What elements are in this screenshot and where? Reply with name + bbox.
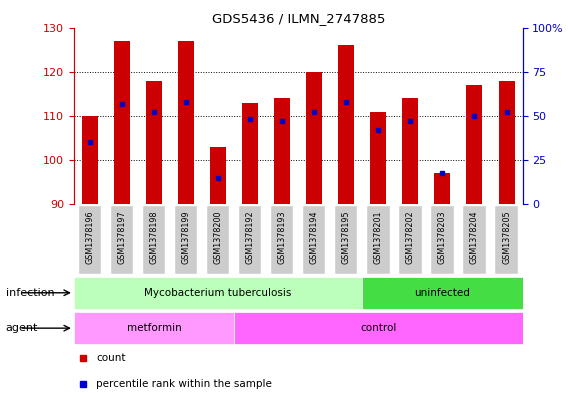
Text: GSM1378195: GSM1378195: [342, 210, 351, 264]
Text: GSM1378202: GSM1378202: [406, 210, 415, 264]
Bar: [339, 45, 354, 204]
FancyBboxPatch shape: [495, 206, 518, 274]
FancyBboxPatch shape: [362, 277, 523, 309]
FancyBboxPatch shape: [78, 206, 101, 274]
Bar: [146, 81, 162, 204]
Bar: [499, 81, 515, 204]
FancyBboxPatch shape: [367, 206, 390, 274]
FancyBboxPatch shape: [399, 206, 421, 274]
Text: GSM1378197: GSM1378197: [118, 210, 127, 264]
FancyBboxPatch shape: [143, 206, 165, 274]
Text: percentile rank within the sample: percentile rank within the sample: [97, 378, 272, 389]
Bar: [306, 72, 322, 204]
FancyBboxPatch shape: [111, 206, 133, 274]
Bar: [402, 98, 419, 204]
Text: GSM1378200: GSM1378200: [214, 210, 223, 264]
FancyBboxPatch shape: [271, 206, 294, 274]
Text: GSM1378196: GSM1378196: [85, 210, 94, 264]
FancyBboxPatch shape: [207, 206, 229, 274]
Text: control: control: [360, 323, 396, 333]
FancyBboxPatch shape: [234, 312, 523, 344]
FancyBboxPatch shape: [335, 206, 357, 274]
Text: uninfected: uninfected: [415, 288, 470, 298]
FancyBboxPatch shape: [175, 206, 197, 274]
FancyBboxPatch shape: [431, 206, 454, 274]
Text: metformin: metformin: [127, 323, 181, 333]
Title: GDS5436 / ILMN_2747885: GDS5436 / ILMN_2747885: [211, 12, 385, 25]
Text: agent: agent: [6, 323, 38, 333]
Text: count: count: [97, 353, 126, 363]
FancyBboxPatch shape: [74, 312, 234, 344]
Text: GSM1378204: GSM1378204: [470, 210, 479, 264]
Bar: [435, 173, 450, 204]
FancyBboxPatch shape: [239, 206, 261, 274]
Text: GSM1378198: GSM1378198: [149, 210, 158, 264]
Text: GSM1378192: GSM1378192: [245, 210, 254, 264]
Bar: [274, 98, 290, 204]
Text: GSM1378193: GSM1378193: [278, 210, 287, 264]
Bar: [242, 103, 258, 204]
Text: GSM1378201: GSM1378201: [374, 210, 383, 264]
FancyBboxPatch shape: [74, 277, 362, 309]
Bar: [466, 85, 482, 204]
Bar: [210, 147, 226, 204]
Text: GSM1378205: GSM1378205: [502, 210, 511, 264]
Bar: [178, 41, 194, 204]
Text: GSM1378194: GSM1378194: [310, 210, 319, 264]
Bar: [114, 41, 130, 204]
Text: GSM1378203: GSM1378203: [438, 210, 447, 264]
Bar: [82, 116, 98, 204]
Text: Mycobacterium tuberculosis: Mycobacterium tuberculosis: [144, 288, 292, 298]
FancyBboxPatch shape: [463, 206, 486, 274]
Text: infection: infection: [6, 288, 55, 298]
FancyBboxPatch shape: [303, 206, 325, 274]
Text: GSM1378199: GSM1378199: [182, 210, 190, 264]
Bar: [370, 112, 386, 204]
